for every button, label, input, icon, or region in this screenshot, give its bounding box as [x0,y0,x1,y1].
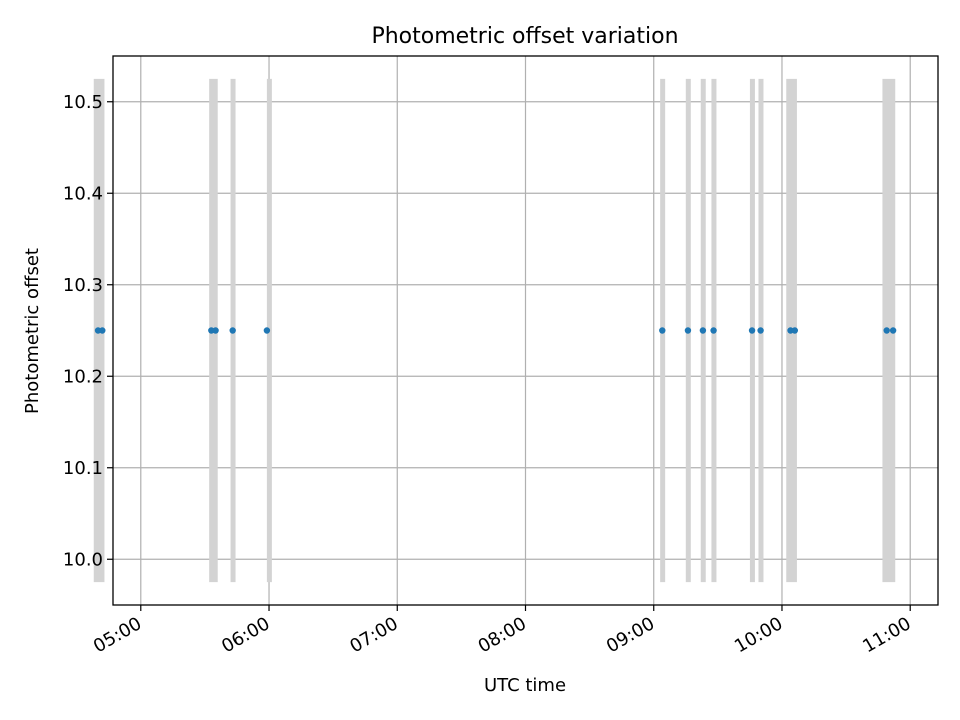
y-tick-label: 10.4 [63,183,103,204]
y-axis-label: Photometric offset [22,248,43,414]
data-points [94,327,897,334]
data-point [710,327,717,334]
data-point [699,327,707,334]
data-point [212,327,219,334]
data-point [99,327,106,334]
data-point [791,327,799,334]
x-axis-label: UTC time [484,675,566,696]
y-tick-label: 10.1 [63,458,103,479]
y-tick-label: 10.5 [63,92,103,113]
data-point [659,327,666,334]
grid-lines [113,56,938,605]
data-point [883,327,890,334]
y-tick-label: 10.2 [63,366,103,387]
data-point [229,327,236,334]
data-point [889,327,897,334]
y-axis-ticks: 10.0 10.1 10.2 10.3 10.4 10.5 [63,92,113,570]
data-point [757,327,764,334]
data-point [748,327,756,334]
data-point [684,327,692,334]
data-point [263,327,271,334]
y-tick-label: 10.0 [63,549,103,570]
y-tick-label: 10.3 [63,275,103,296]
chart-title: Photometric offset variation [371,24,678,49]
